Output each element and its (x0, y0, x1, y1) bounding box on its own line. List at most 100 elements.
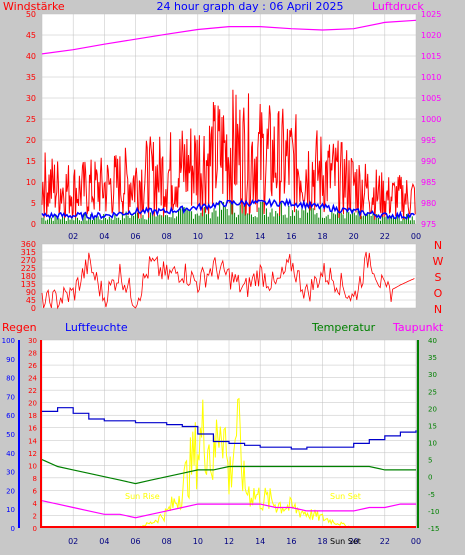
x-tick-label: 00 (411, 537, 421, 546)
annotation-sun-rise: Sun Rise (125, 492, 160, 501)
tick-label-rain: 2 (33, 512, 37, 520)
tick-label-direction: 90 (26, 288, 36, 297)
tick-label-temperature: 35 (428, 354, 437, 362)
tick-label-direction: 135 (21, 280, 36, 289)
series-direction-line (41, 251, 415, 310)
tick-label-wind: 35 (26, 73, 36, 82)
tick-label-pressure: 975 (421, 220, 436, 229)
x-tick-label: 14 (255, 537, 265, 546)
tick-label-pressure: 1015 (421, 52, 441, 61)
tick-label-rain: 6 (33, 487, 38, 495)
annotation-sun-set-bottom: Sun Set (330, 537, 361, 546)
tick-label-rain: 24 (28, 375, 37, 383)
tick-label-direction: 270 (21, 256, 36, 265)
tick-label-wind: 45 (26, 31, 36, 40)
series-pressure-line (41, 19, 417, 55)
x-tick-label: 12 (224, 232, 234, 241)
tick-label-temperature: 10 (428, 440, 437, 448)
x-tick-label: 20 (349, 537, 359, 546)
tick-label-humidity: 80 (6, 375, 15, 383)
x-tick-label: 06 (130, 232, 140, 241)
label-windstaerke: Windstärke (3, 0, 65, 13)
tick-label-temperature: 20 (428, 405, 437, 413)
direction-letter: N (434, 239, 442, 252)
direction-letter: N (434, 303, 442, 316)
tick-label-temperature: -15 (428, 525, 439, 533)
x-tick-label: 10 (193, 537, 203, 546)
annotation-sun-set: Sun Set (330, 492, 361, 501)
series-humidity-line (42, 407, 417, 450)
tick-label-direction: 0 (31, 304, 36, 313)
series-dewpoint-line (41, 500, 416, 519)
x-tick-label: 16 (286, 232, 296, 241)
tick-label-humidity: 20 (6, 487, 15, 495)
tick-label-humidity: 30 (6, 469, 15, 477)
tick-label-direction: 360 (21, 240, 36, 249)
chart-title: 24 hour graph day : 06 April 2025 (157, 0, 344, 13)
tick-label-humidity: 0 (11, 525, 15, 533)
tick-label-rain: 10 (28, 462, 37, 470)
tick-label-pressure: 1000 (421, 115, 441, 124)
tick-label-pressure: 1020 (421, 31, 441, 40)
tick-label-humidity: 10 (6, 506, 15, 514)
tick-label-rain: 0 (33, 525, 37, 533)
tick-label-pressure: 990 (421, 157, 436, 166)
tick-label-temperature: -10 (428, 508, 439, 516)
tick-label-humidity: 70 (6, 393, 15, 401)
tick-label-temperature: 40 (428, 337, 437, 345)
tick-label-wind: 10 (26, 178, 36, 187)
series-temperature-line (41, 459, 416, 485)
series-gust-line (41, 89, 416, 220)
tick-label-pressure: 1010 (421, 73, 441, 82)
series-layer (41, 19, 417, 529)
series-solar-line (135, 397, 354, 529)
tick-label-pressure: 1005 (421, 94, 441, 103)
tick-label-rain: 30 (28, 337, 37, 345)
x-tick-label: 04 (99, 537, 109, 546)
tick-label-temperature: 30 (428, 371, 437, 379)
tick-label-humidity: 100 (2, 337, 15, 345)
tick-label-direction: 180 (21, 272, 36, 281)
x-tick-label: 22 (380, 537, 390, 546)
tick-label-temperature: 0 (428, 474, 432, 482)
label-luftfeuchte: Luftfeuchte (65, 321, 128, 334)
tick-label-rain: 18 (28, 412, 37, 420)
tick-label-rain: 20 (28, 400, 37, 408)
tick-label-rain: 22 (28, 387, 37, 395)
tick-label-temperature: 15 (428, 422, 437, 430)
tick-label-wind: 0 (31, 220, 36, 229)
label-luftdruck: Luftdruck (372, 0, 424, 13)
tick-label-rain: 12 (28, 450, 37, 458)
direction-letter: S (435, 271, 442, 284)
x-tick-label: 16 (286, 537, 296, 546)
x-tick-label: 22 (380, 232, 390, 241)
axis-layer: 0510152025303540455097598098599099510001… (2, 10, 444, 546)
tick-label-pressure: 980 (421, 199, 436, 208)
tick-label-rain: 26 (28, 362, 37, 370)
x-tick-label: 02 (68, 537, 78, 546)
x-tick-label: 10 (193, 232, 203, 241)
tick-label-pressure: 985 (421, 178, 436, 187)
x-tick-label: 04 (99, 232, 109, 241)
direction-letter: W (433, 255, 444, 268)
tick-label-rain: 14 (28, 437, 37, 445)
tick-label-wind: 30 (26, 94, 36, 103)
x-tick-label: 14 (255, 232, 265, 241)
series-average-line (41, 197, 415, 222)
x-tick-label: 18 (317, 232, 327, 241)
tick-label-temperature: 5 (428, 457, 432, 465)
tick-label-humidity: 60 (6, 412, 15, 420)
tick-label-wind: 50 (26, 10, 36, 19)
x-tick-label: 06 (130, 537, 140, 546)
label-temperatur: Temperatur (311, 321, 376, 334)
x-tick-label: 02 (68, 232, 78, 241)
tick-label-rain: 16 (28, 425, 37, 433)
tick-label-wind: 15 (26, 157, 36, 166)
x-tick-label: 08 (162, 537, 172, 546)
x-tick-label: 20 (349, 232, 359, 241)
tick-label-direction: 225 (21, 264, 36, 273)
tick-label-pressure: 1025 (421, 10, 441, 19)
label-regen: Regen (2, 321, 37, 334)
